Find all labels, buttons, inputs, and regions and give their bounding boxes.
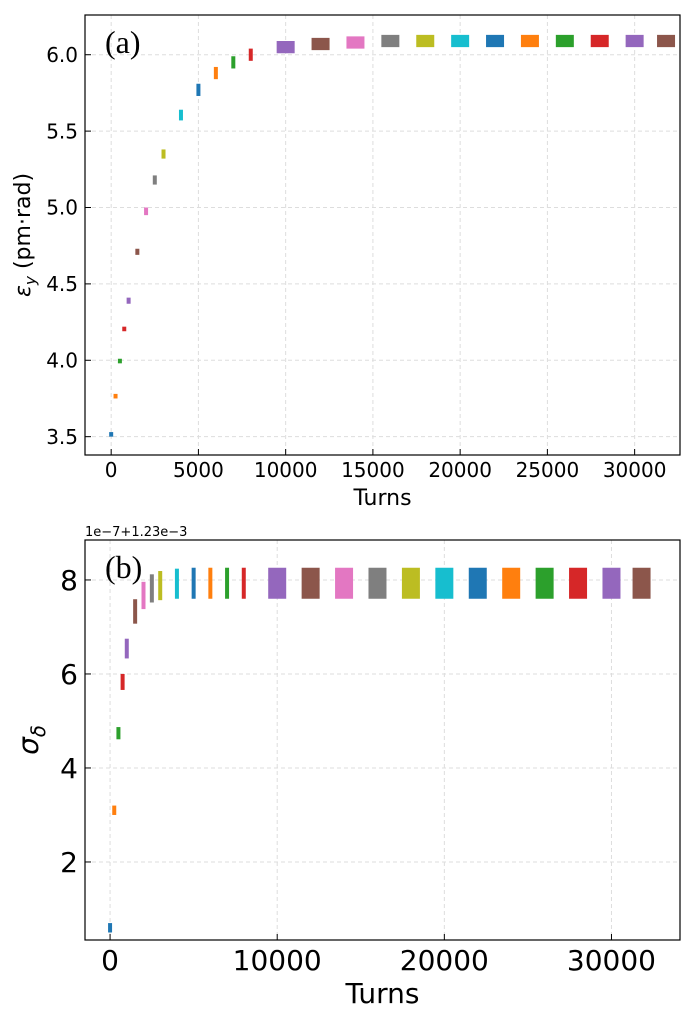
y-label-sub: y: [22, 275, 40, 286]
y-tick-label: 2: [60, 846, 78, 879]
x-tick-label: 25000: [516, 458, 580, 482]
x-tick-label: 30000: [603, 458, 667, 482]
axes-frame: [84, 14, 681, 456]
y-label-unit: (pm·rad): [11, 173, 36, 276]
y-tick-label: 3.5: [46, 425, 78, 449]
panel-label: (a): [105, 24, 141, 60]
axes-frame: [84, 539, 681, 941]
panel-label: (b): [105, 549, 142, 585]
x-tick-label: 20000: [428, 458, 492, 482]
y-tick-label: 6: [60, 658, 78, 691]
x-axis-label: Turns: [345, 977, 420, 1010]
y-tick-label: 4.5: [46, 272, 78, 296]
x-tick-label: 20000: [400, 944, 489, 977]
y-tick-label: 5.0: [46, 196, 78, 220]
offset-label: 1e−7+1.23e−3: [85, 525, 187, 540]
y-label-symbol: σ: [12, 736, 45, 755]
y-axis-label: σδ: [12, 725, 50, 755]
y-tick-label: 4: [60, 752, 78, 785]
x-tick-label: 10000: [254, 458, 318, 482]
y-label-symbol: ε: [11, 285, 36, 297]
x-tick-label: 30000: [567, 944, 656, 977]
y-tick-label: 8: [60, 564, 78, 597]
x-tick-label: 15000: [341, 458, 405, 482]
x-tick-label: 0: [105, 458, 118, 482]
x-tick-label: 10000: [233, 944, 322, 977]
x-tick-label: 0: [101, 944, 119, 977]
x-tick-label: 5000: [173, 458, 224, 482]
y-label-sub: δ: [27, 725, 50, 737]
x-axis-label: Turns: [352, 486, 411, 511]
y-tick-label: 4.0: [46, 348, 78, 372]
y-tick-label: 6.0: [46, 43, 78, 67]
y-axis-label: εy (pm·rad): [11, 173, 40, 297]
y-tick-label: 5.5: [46, 119, 78, 143]
